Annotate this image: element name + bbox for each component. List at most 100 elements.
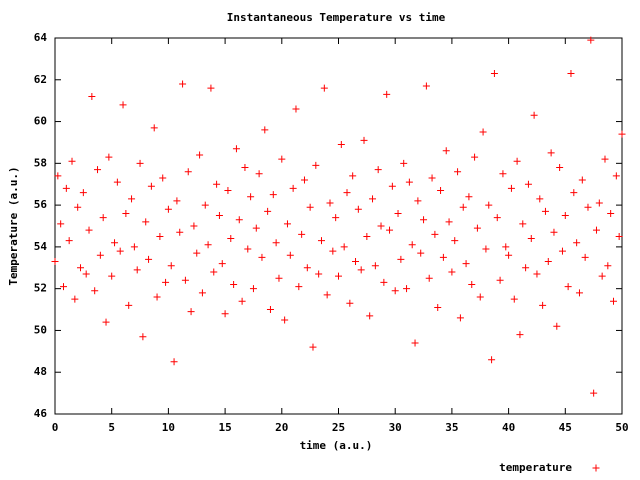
x-tick-label: 5 [108,421,115,434]
point [125,301,133,309]
point [405,178,413,186]
point [612,172,620,180]
point [539,301,547,309]
point [601,155,609,163]
point [340,243,348,251]
point [536,195,544,203]
point [317,237,325,245]
point [111,239,119,247]
point [519,220,527,228]
y-tick-label: 48 [34,365,47,378]
point [147,182,155,190]
point [201,201,209,209]
y-tick-label: 52 [34,282,47,295]
point [482,245,490,253]
point [79,189,87,197]
point [357,266,365,274]
point [99,214,107,222]
point [82,270,90,278]
point [57,220,65,228]
point [570,189,578,197]
point [68,157,76,165]
point [493,214,501,222]
point [414,197,422,205]
point [309,343,317,351]
y-tick-label: 64 [34,31,48,44]
point [454,168,462,176]
point [371,262,379,270]
point [615,232,623,240]
point [96,251,104,259]
point [394,209,402,217]
point [91,287,99,295]
point [145,255,153,263]
point [94,166,102,174]
chart-title: Instantaneous Temperature vs time [227,11,446,24]
point [386,226,394,234]
point [74,203,82,211]
point [366,312,374,320]
point [488,356,496,364]
x-tick-label: 25 [332,421,345,434]
point [604,262,612,270]
point [173,197,181,205]
point [323,291,331,299]
point [496,276,504,284]
point [411,339,419,347]
x-tick-label: 35 [445,421,458,434]
point [85,226,93,234]
point [258,253,266,261]
point [54,172,62,180]
point [456,314,464,322]
point [476,293,484,301]
point [590,389,598,397]
point [113,178,121,186]
legend-marker [592,464,600,472]
x-tick-label: 50 [615,421,628,434]
point [230,280,238,288]
point [403,285,411,293]
point [300,176,308,184]
point [516,331,524,339]
point [352,258,360,266]
point [442,147,450,155]
point [575,289,583,297]
point [391,287,399,295]
point [502,243,510,251]
point [332,214,340,222]
point [349,172,357,180]
point [71,295,79,303]
point [513,157,521,165]
point [564,283,572,291]
point [213,180,221,188]
point [329,247,337,255]
y-tick-label: 54 [34,240,48,253]
x-tick-label: 30 [389,421,402,434]
point [255,170,263,178]
point [170,358,178,366]
point [598,272,606,280]
point [283,220,291,228]
point [499,170,507,178]
x-tick-label: 10 [162,421,175,434]
point [326,199,334,207]
x-tick-label: 20 [275,421,288,434]
point [544,258,552,266]
point [193,249,201,257]
point [221,310,229,318]
point [77,264,85,272]
point [207,84,215,92]
point [272,239,280,247]
point [584,203,592,211]
point [479,128,487,136]
point [306,203,314,211]
point [490,70,498,78]
point [595,199,603,207]
point [428,174,436,182]
point [65,237,73,245]
point [150,124,158,132]
point [224,186,232,194]
point [573,239,581,247]
